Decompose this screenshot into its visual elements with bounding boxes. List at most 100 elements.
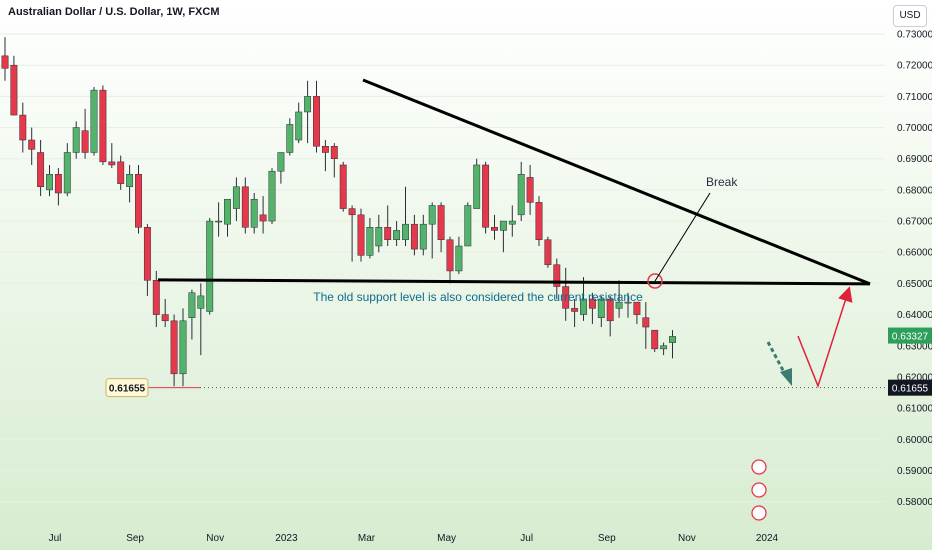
y-tick-label: 0.66000 bbox=[897, 248, 932, 259]
candle-body bbox=[624, 301, 632, 304]
candle-body bbox=[544, 239, 552, 265]
y-tick-label: 0.60000 bbox=[897, 435, 932, 446]
candles bbox=[1, 37, 767, 521]
x-tick-label: Nov bbox=[678, 533, 696, 544]
y-tick-label: 0.62000 bbox=[897, 372, 932, 383]
low-price-tag bbox=[888, 379, 932, 396]
y-tick-label: 0.68000 bbox=[897, 185, 932, 196]
lightning-icon bbox=[751, 459, 767, 475]
candle-body bbox=[580, 298, 587, 315]
y-tick-label: 0.70000 bbox=[897, 123, 932, 134]
candle-body bbox=[499, 220, 507, 231]
break-pointer bbox=[654, 192, 711, 282]
candle-body bbox=[126, 174, 134, 188]
candle-body bbox=[99, 89, 107, 163]
candle-body bbox=[553, 264, 561, 287]
candle-body bbox=[197, 295, 205, 309]
candle-body bbox=[206, 220, 214, 312]
candle-body bbox=[330, 146, 338, 159]
candle-body bbox=[571, 308, 579, 312]
candle-body bbox=[10, 64, 18, 116]
chart-title: Australian Dollar / U.S. Dollar, 1W, FXC… bbox=[8, 6, 220, 18]
grid bbox=[0, 33, 885, 503]
candle-body bbox=[357, 214, 365, 256]
candle-body bbox=[437, 205, 445, 241]
candle-body bbox=[313, 96, 320, 147]
candle-body bbox=[72, 127, 80, 153]
support-note: The old support level is also considered… bbox=[313, 290, 643, 304]
break-label: Break bbox=[706, 175, 738, 189]
candle-body bbox=[215, 220, 223, 223]
candle-body bbox=[81, 130, 89, 153]
candle-body bbox=[366, 227, 374, 256]
low-label: 0.61655 bbox=[109, 384, 146, 395]
low-label-box bbox=[105, 378, 149, 398]
candle-body bbox=[143, 227, 151, 281]
y-tick-label: 0.64000 bbox=[897, 310, 932, 321]
candle-body bbox=[108, 161, 116, 166]
candle-body bbox=[588, 298, 596, 309]
candle-body bbox=[152, 280, 160, 315]
candle-body bbox=[402, 223, 409, 241]
candle-body bbox=[1, 55, 9, 69]
candle-body bbox=[241, 186, 249, 228]
candle-body bbox=[348, 208, 356, 216]
flag-icon bbox=[751, 482, 767, 498]
break-circle bbox=[647, 273, 663, 289]
flag-icon bbox=[751, 505, 767, 521]
candle-body bbox=[562, 286, 570, 309]
candle-body bbox=[28, 139, 36, 150]
x-tick-label: 2023 bbox=[275, 533, 298, 544]
y-tick-label: 0.72000 bbox=[897, 61, 932, 72]
y-tick-label: 0.67000 bbox=[897, 217, 932, 228]
candle-body bbox=[268, 170, 276, 222]
candle-body bbox=[277, 152, 285, 172]
x-tick-label: Mar bbox=[358, 533, 376, 544]
x-tick-label: Sep bbox=[598, 533, 616, 544]
x-tick-label: Sep bbox=[126, 533, 144, 544]
y-tick-label: 0.73000 bbox=[897, 30, 932, 41]
x-tick-label: Nov bbox=[206, 533, 224, 544]
x-tick-label: 2024 bbox=[756, 533, 779, 544]
candle-body bbox=[669, 336, 676, 343]
time-axis: Jul Sep Nov 2023 Mar May Jul Sep Nov 2024 bbox=[49, 533, 779, 544]
candle-body bbox=[295, 111, 303, 141]
y-tick-label: 0.71000 bbox=[897, 92, 932, 103]
candle-body bbox=[54, 174, 62, 194]
candle-body bbox=[473, 164, 481, 209]
candle-body bbox=[446, 239, 454, 272]
currency-button[interactable]: USD bbox=[893, 5, 927, 27]
candle-body bbox=[464, 205, 472, 247]
candle-body bbox=[117, 161, 125, 184]
x-tick-label: May bbox=[437, 533, 456, 544]
y-tick-label: 0.63000 bbox=[897, 341, 932, 352]
candle-body bbox=[633, 301, 641, 315]
candle-body bbox=[508, 220, 516, 225]
candle-body bbox=[232, 186, 240, 209]
candle-body bbox=[384, 227, 392, 241]
y-tick-label: 0.58000 bbox=[897, 497, 932, 508]
current-price-label: 0.63327 bbox=[892, 332, 929, 343]
candle-body bbox=[188, 292, 196, 318]
candle-body bbox=[482, 164, 490, 228]
trend-lines: 0.61655 Break The old support level is als… bbox=[105, 78, 885, 398]
current-price-tag bbox=[888, 327, 932, 344]
candle-body bbox=[224, 198, 231, 225]
candle-body bbox=[597, 298, 605, 318]
candle-body bbox=[179, 320, 187, 375]
candle-body bbox=[526, 177, 534, 203]
price-axis: 0.73000 0.72000 0.71000 0.70000 0.69000 0.680… bbox=[888, 30, 932, 508]
candle-body bbox=[615, 301, 623, 309]
candle-body bbox=[170, 320, 178, 375]
candle-body bbox=[651, 329, 659, 350]
candle-body bbox=[517, 174, 525, 216]
candle-body bbox=[286, 124, 294, 153]
candle-body bbox=[339, 164, 347, 209]
candle-body bbox=[393, 230, 401, 241]
candle-body bbox=[660, 345, 668, 350]
candle-body bbox=[63, 152, 71, 194]
candle-body bbox=[304, 96, 312, 113]
candle-body bbox=[259, 214, 267, 222]
candle-body bbox=[419, 223, 427, 250]
